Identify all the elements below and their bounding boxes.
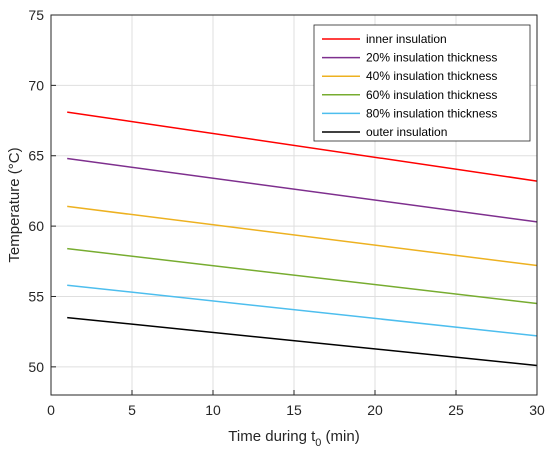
legend-box <box>313 24 531 142</box>
legend-label: inner insulation <box>366 32 447 46</box>
x-tick-label: 15 <box>286 402 302 418</box>
series-line-3 <box>67 247 538 305</box>
y-tick-label: 70 <box>28 77 44 93</box>
x-tick-label: 10 <box>205 402 221 418</box>
y-tick-label: 60 <box>28 218 44 234</box>
series-line-2 <box>67 205 538 267</box>
y-axis-label: Temperature (°C) <box>6 147 23 262</box>
grid <box>50 14 538 395</box>
series-line-1 <box>67 157 538 223</box>
x-tick-label: 5 <box>128 402 136 418</box>
series-line-0 <box>67 111 538 182</box>
x-tick-label: 20 <box>367 402 383 418</box>
y-tick-label: 75 <box>28 7 44 23</box>
legend-label: 20% insulation thickness <box>366 51 497 65</box>
series-lines <box>67 111 538 367</box>
series-line-4 <box>67 284 538 337</box>
series-line-5 <box>67 316 538 367</box>
legend-label: 60% insulation thickness <box>366 88 497 102</box>
y-ticks: 50 55 60 65 70 75 <box>28 7 56 375</box>
x-tick-label: 25 <box>448 402 464 418</box>
x-axis-label: Time during t0 (min) <box>228 428 359 449</box>
legend-label: 80% insulation thickness <box>366 106 497 120</box>
x-ticks: 0 5 10 15 20 25 30 <box>47 390 545 418</box>
y-tick-label: 55 <box>28 288 44 304</box>
legend-label: 40% insulation thickness <box>366 69 497 83</box>
x-tick-label: 0 <box>47 402 55 418</box>
y-tick-label: 50 <box>28 359 44 375</box>
legend-label: outer insulation <box>366 125 447 139</box>
x-tick-label: 30 <box>529 402 545 418</box>
legend: inner insulation 20% insulation thickness… <box>313 24 531 142</box>
y-tick-label: 65 <box>28 148 44 164</box>
